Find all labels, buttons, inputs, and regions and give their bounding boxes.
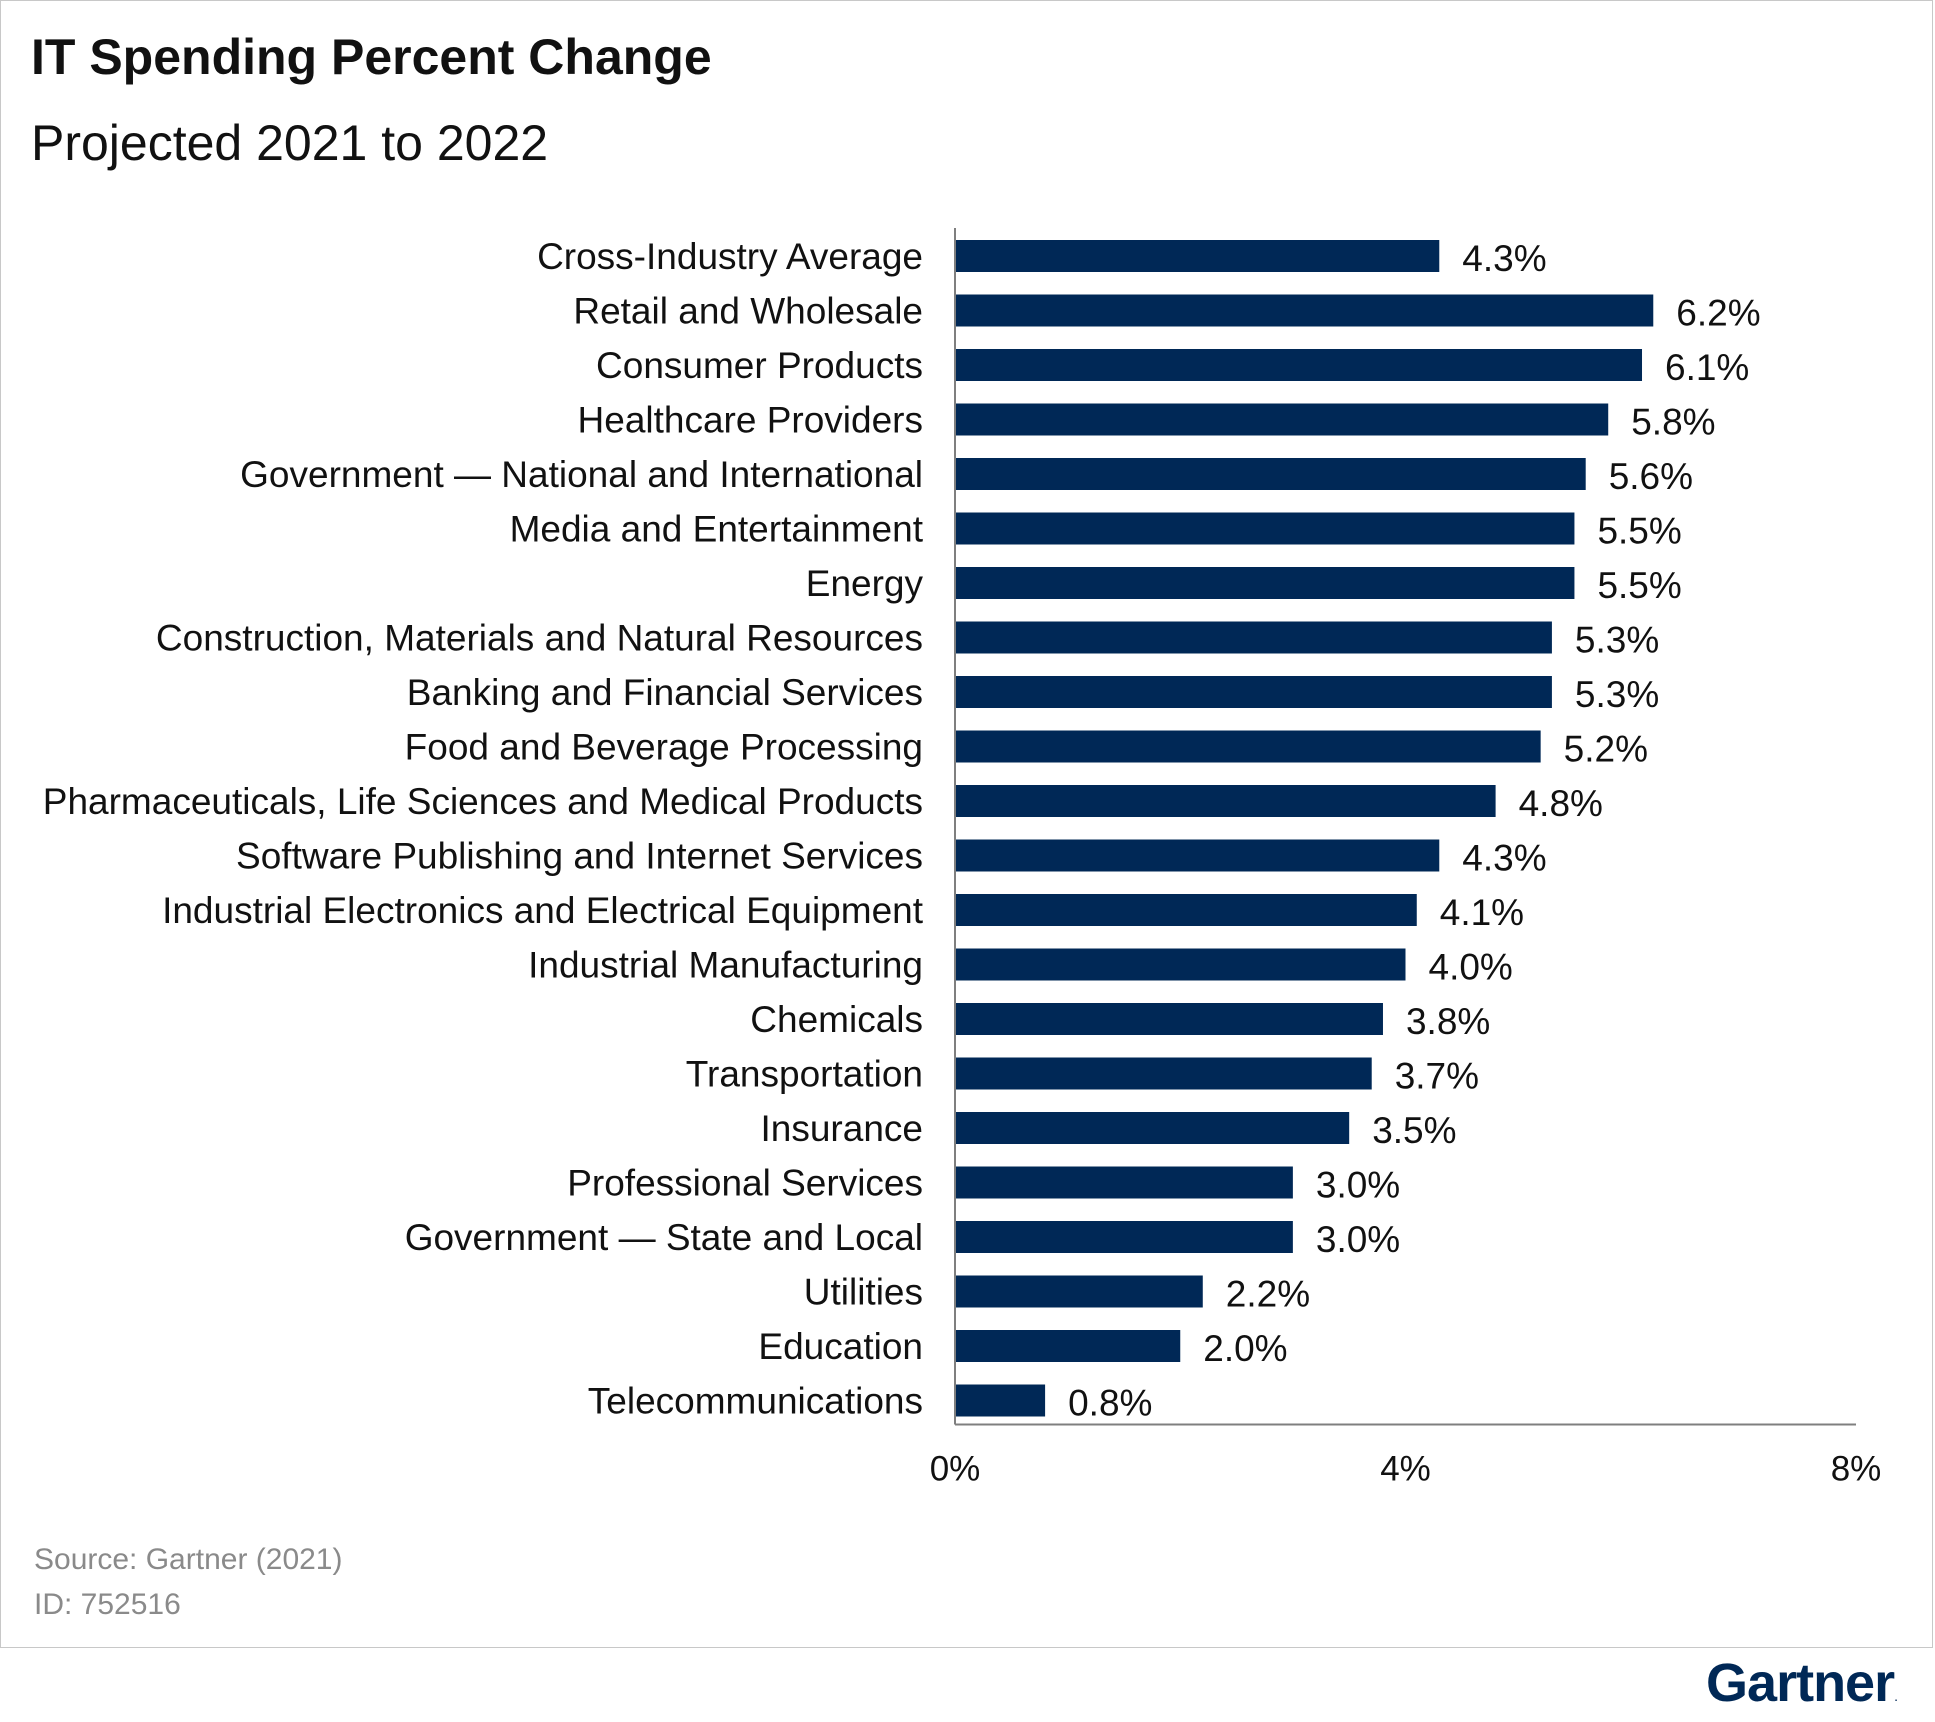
bar: [955, 948, 1406, 981]
category-label: Insurance: [761, 1108, 924, 1149]
category-label: Retail and Wholesale: [573, 291, 923, 332]
value-label: 5.5%: [1597, 565, 1681, 606]
gartner-logo: Gartner.: [1706, 1652, 1898, 1714]
category-label: Food and Beverage Processing: [405, 727, 923, 768]
bar: [955, 1166, 1293, 1199]
value-label: 4.0%: [1429, 947, 1513, 988]
chart-title: IT Spending Percent Change: [31, 29, 712, 85]
bar: [955, 1057, 1372, 1090]
value-label: 6.1%: [1665, 347, 1749, 388]
category-label: Healthcare Providers: [578, 400, 923, 441]
bar: [955, 839, 1440, 872]
bar: [955, 1330, 1181, 1362]
bar: [955, 676, 1552, 708]
value-label: 3.8%: [1406, 1001, 1490, 1042]
bar: [955, 458, 1586, 490]
category-label: Chemicals: [750, 999, 923, 1040]
value-label: 5.6%: [1609, 456, 1693, 497]
value-label: 4.1%: [1440, 892, 1524, 933]
bar: [955, 294, 1654, 327]
value-label: 5.8%: [1631, 402, 1715, 443]
bar: [955, 1221, 1293, 1253]
x-tick-label: 8%: [1831, 1450, 1882, 1489]
category-label: Energy: [806, 563, 924, 604]
value-label: 3.0%: [1316, 1165, 1400, 1206]
value-label: 0.8%: [1068, 1383, 1152, 1424]
bar: [955, 240, 1440, 272]
category-label: Banking and Financial Services: [407, 672, 923, 713]
category-label: Software Publishing and Internet Service…: [236, 836, 923, 877]
bar: [955, 1384, 1046, 1417]
x-tick-label: 4%: [1380, 1450, 1431, 1489]
bar-chart: Cross-Industry Average 4.3% Retail and Who…: [43, 228, 1882, 1489]
value-label: 5.5%: [1597, 511, 1681, 552]
value-label: 5.3%: [1575, 620, 1659, 661]
category-label: Government — National and International: [240, 454, 923, 495]
bar: [955, 512, 1575, 545]
value-label: 3.5%: [1372, 1110, 1456, 1151]
bar: [955, 567, 1575, 599]
chart-frame: [0, 0, 1933, 1648]
category-label: Education: [758, 1326, 923, 1367]
value-label: 5.3%: [1575, 674, 1659, 715]
category-label: Telecommunications: [588, 1381, 923, 1422]
category-label: Media and Entertainment: [510, 509, 924, 550]
category-label: Industrial Manufacturing: [528, 945, 923, 986]
value-label: 4.8%: [1519, 783, 1603, 824]
category-label: Utilities: [804, 1272, 923, 1313]
category-label: Professional Services: [567, 1163, 923, 1204]
source-note: Source: Gartner (2021): [34, 1543, 343, 1576]
category-label: Consumer Products: [596, 345, 923, 386]
category-label: Industrial Electronics and Electrical Eq…: [162, 890, 924, 931]
bar: [955, 1112, 1350, 1144]
category-label: Cross-Industry Average: [537, 236, 923, 277]
value-label: 3.0%: [1316, 1219, 1400, 1260]
logo-text: Gartner: [1706, 1653, 1895, 1713]
bar: [955, 730, 1541, 763]
value-label: 5.2%: [1564, 729, 1648, 770]
bar: [955, 894, 1417, 926]
value-label: 2.2%: [1226, 1274, 1310, 1315]
value-label: 3.7%: [1395, 1056, 1479, 1097]
bar: [955, 1003, 1383, 1035]
chart-id-note: ID: 752516: [34, 1588, 181, 1621]
bar: [955, 785, 1496, 817]
bar: [955, 621, 1552, 654]
chart-subtitle: Projected 2021 to 2022: [31, 115, 549, 171]
bar: [955, 403, 1609, 436]
category-label: Government — State and Local: [405, 1217, 923, 1258]
value-label: 4.3%: [1462, 838, 1546, 879]
x-tick-label: 0%: [930, 1450, 981, 1489]
bar: [955, 1275, 1203, 1308]
category-label: Transportation: [686, 1054, 923, 1095]
value-label: 4.3%: [1462, 238, 1546, 279]
category-label: Pharmaceuticals, Life Sciences and Medic…: [43, 781, 923, 822]
category-label: Construction, Materials and Natural Reso…: [156, 618, 923, 659]
bar: [955, 349, 1643, 381]
value-label: 2.0%: [1203, 1328, 1287, 1369]
logo-mark: .: [1894, 1688, 1898, 1704]
value-label: 6.2%: [1676, 293, 1760, 334]
